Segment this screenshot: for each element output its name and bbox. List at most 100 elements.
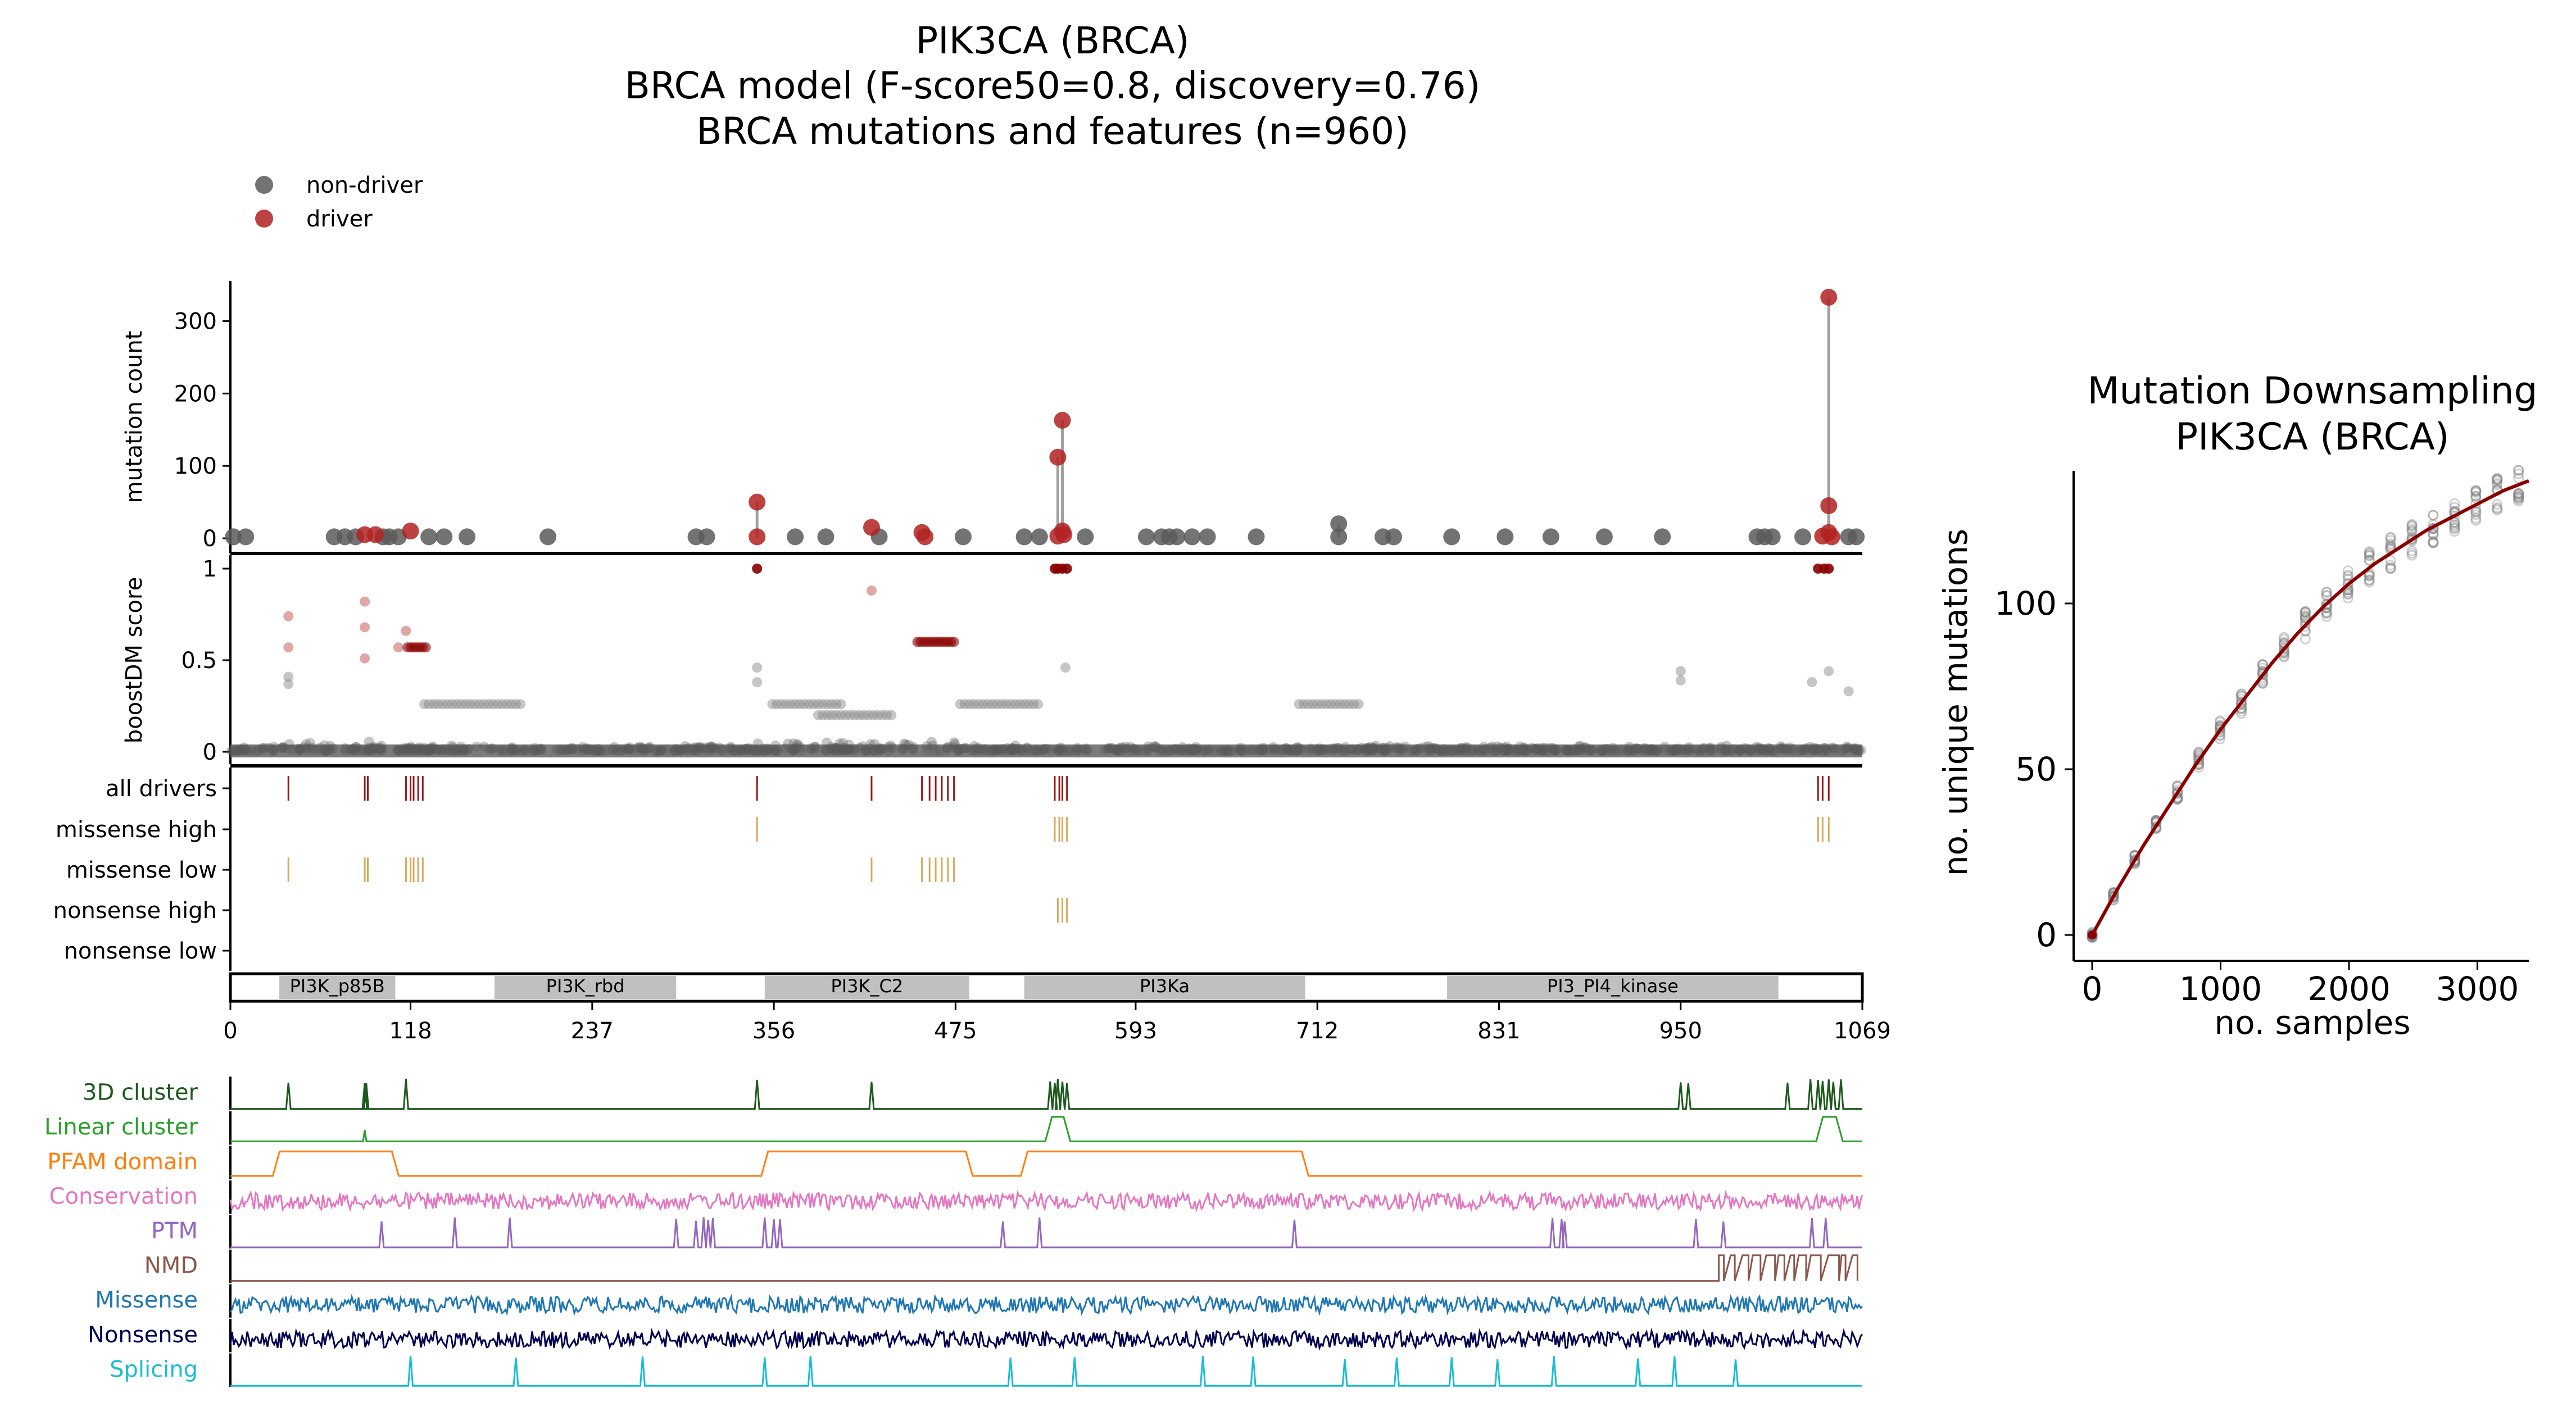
score-cloud-point [1821, 745, 1832, 756]
score-gray-point [428, 699, 439, 710]
score-cloud-point [883, 745, 894, 756]
score-gray-point [478, 699, 489, 710]
score-cloud-point [412, 744, 423, 755]
score-cloud-point [1015, 744, 1026, 755]
score-cloud-point [1357, 742, 1367, 753]
score-cloud-point [267, 745, 278, 756]
score-cloud-point [1423, 741, 1434, 751]
downsampling-point [2300, 612, 2311, 624]
score-cloud-point [643, 743, 654, 754]
score-cloud-point [836, 745, 847, 756]
score-cloud-point [414, 742, 425, 753]
score-cloud-point [362, 744, 373, 755]
score-cloud-point [968, 745, 978, 756]
score-cloud-point [407, 743, 418, 754]
score-cloud-point [447, 742, 458, 753]
downsampling-point [2513, 491, 2524, 502]
score-cloud-point [1716, 743, 1726, 754]
score-cloud-point [832, 743, 843, 753]
score-cloud-point [239, 746, 250, 756]
score-cloud-point [1757, 743, 1767, 754]
score-cloud-point [615, 746, 625, 756]
score-cloud-point [257, 743, 268, 753]
score-cloud-point [1746, 746, 1757, 756]
score-cloud-point [1252, 744, 1263, 755]
downsampling-point [2513, 492, 2524, 503]
score-cloud-point [1113, 745, 1124, 756]
domain-box [764, 976, 969, 999]
score-cloud-point [420, 744, 430, 755]
score-cloud-point [1457, 743, 1467, 753]
mutation-count-y-axis: 0 100 200 300 [174, 281, 232, 553]
feature-label: PFAM domain [47, 1149, 198, 1175]
score-cloud-point [1053, 745, 1064, 756]
downsampling-xtick-label: 1000 [2179, 970, 2262, 1008]
downsampling-point [2364, 546, 2375, 557]
nondriver-point [225, 528, 242, 546]
score-cloud-point [511, 744, 522, 755]
score-cloud-point [840, 744, 850, 755]
score-cloud-point [1204, 744, 1214, 755]
score-gray-point [446, 699, 457, 710]
downsampling-point [2513, 489, 2524, 501]
score-cloud-point [1595, 746, 1606, 756]
feature-tracks-panel: 3D cluster Linear cluster PFAM domain Conse… [44, 1077, 1863, 1387]
score-gray-point [968, 699, 979, 710]
domain-label: PI3K_rbd [546, 975, 625, 997]
score-cloud-point [1352, 744, 1363, 755]
score-cloud-point [1362, 743, 1372, 753]
score-cloud-point [446, 741, 457, 751]
score-cloud-point [809, 744, 820, 755]
downsampling-point [2513, 473, 2524, 484]
score-cloud-point [706, 742, 717, 752]
score-cloud-point [253, 744, 264, 755]
score-cloud-point [1647, 744, 1657, 755]
downsampling-point [2108, 891, 2119, 902]
score-cloud-point [1311, 744, 1322, 755]
score-cloud-point [612, 745, 623, 756]
score-cloud-point [1159, 746, 1169, 756]
downsampling-point [2513, 465, 2524, 476]
score-cloud-point [340, 745, 351, 756]
driver-point [863, 519, 880, 536]
score-gray-point [510, 699, 521, 710]
score-cloud-point [1010, 741, 1021, 751]
score-cloud-point [1291, 743, 1302, 753]
score-cloud-point [957, 743, 968, 754]
score-cloud-point [1369, 744, 1380, 755]
score-cloud-point [1292, 742, 1303, 752]
downsampling-point [2172, 787, 2183, 798]
score-cloud-point [1646, 743, 1657, 754]
score-cloud-point [351, 742, 361, 752]
score-cloud-point [301, 739, 311, 750]
score-cloud-point [1233, 744, 1244, 755]
score-gray-point [785, 699, 796, 710]
score-cloud-point [1291, 745, 1302, 756]
downsampling-point [2342, 571, 2353, 582]
score-cloud-point [1519, 742, 1530, 753]
score-cloud-point [454, 744, 465, 755]
downsampling-point [2193, 755, 2205, 766]
downsampling-point [2364, 576, 2375, 588]
score-gray-point [1014, 699, 1025, 710]
score-cloud-point [1706, 745, 1717, 756]
score-pale-driver-point [360, 653, 370, 664]
feature-label: NMD [144, 1253, 198, 1279]
domain-box [1024, 976, 1305, 999]
score-cloud-point [1022, 743, 1032, 754]
score-cloud-point [1032, 746, 1043, 756]
score-cloud-point [897, 744, 908, 755]
score-cloud-point [1292, 745, 1303, 756]
score-cloud-point [1853, 746, 1864, 756]
score-cloud-point [1081, 743, 1091, 754]
score-cloud-point [1481, 746, 1491, 756]
score-cloud-point [1584, 744, 1595, 755]
score-cloud-point [1006, 743, 1017, 753]
score-cloud-point [1491, 746, 1502, 756]
score-cloud-point [1549, 744, 1559, 755]
score-gray-point [959, 699, 970, 710]
score-cloud-point [1241, 745, 1251, 756]
score-cloud-point [375, 745, 386, 756]
score-cloud-point [1602, 743, 1612, 754]
score-cloud-point [634, 741, 645, 752]
